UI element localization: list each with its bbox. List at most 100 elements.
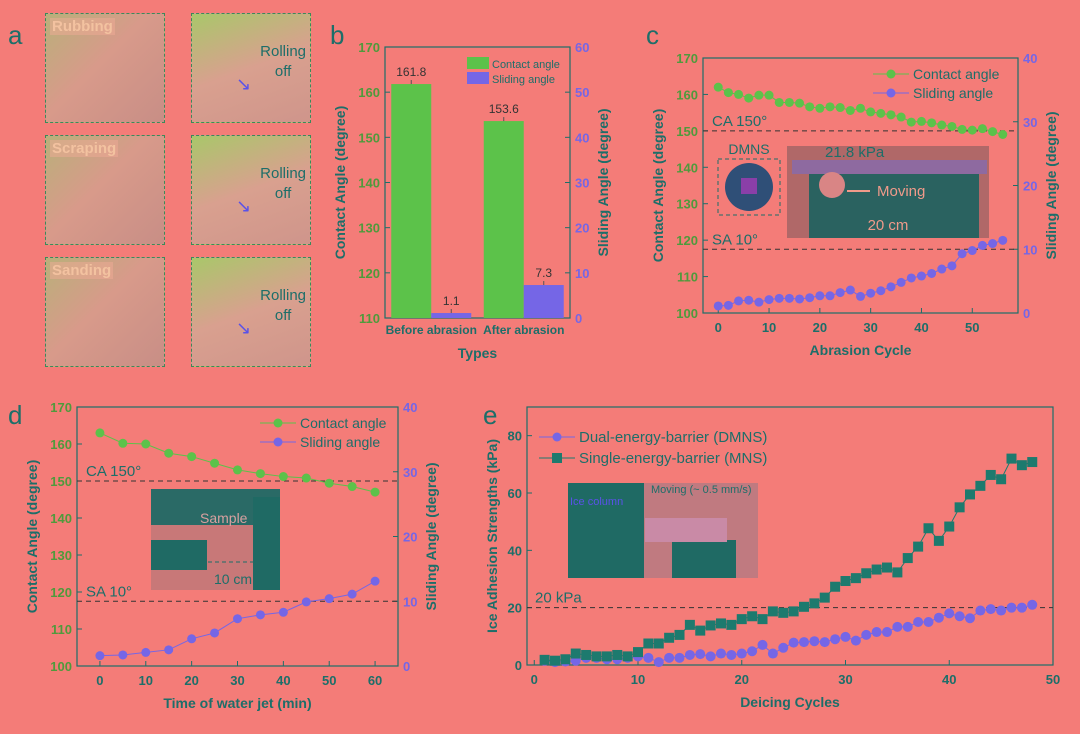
data-point xyxy=(886,110,896,120)
data-point-square xyxy=(664,632,675,643)
data-point xyxy=(830,634,841,645)
legend-swatch xyxy=(467,57,489,69)
data-point-square xyxy=(570,648,581,659)
data-point xyxy=(916,116,926,126)
data-point xyxy=(944,608,955,619)
data-point-square xyxy=(882,562,893,573)
x-tick-label: 0 xyxy=(715,320,722,335)
data-point xyxy=(927,118,937,128)
data-point xyxy=(233,614,242,624)
inset-label: 10 cm xyxy=(214,571,252,587)
data-point xyxy=(896,112,906,122)
data-point xyxy=(744,93,754,103)
data-point xyxy=(957,249,967,259)
data-point xyxy=(705,651,716,662)
data-point xyxy=(861,629,872,640)
data-point xyxy=(815,291,825,301)
inset-label: Ice column xyxy=(570,496,623,508)
data-point xyxy=(819,637,830,648)
inset-label: 20 cm xyxy=(868,217,909,234)
legend-label: Contact angle xyxy=(913,66,1000,82)
legend-marker xyxy=(273,418,283,428)
data-point xyxy=(370,576,380,586)
y2-tick-label: 60 xyxy=(575,40,589,55)
x-tick-label: 20 xyxy=(735,672,749,687)
data-point xyxy=(324,478,334,488)
x-tick-label: 0 xyxy=(96,673,103,688)
data-point xyxy=(210,628,220,638)
data-point xyxy=(937,120,947,130)
data-point-square xyxy=(539,654,550,665)
y-axis-title: Ice Adhesion Strengths (kPa) xyxy=(484,439,500,633)
data-point xyxy=(734,89,744,99)
legend-marker xyxy=(886,88,896,98)
data-point-square xyxy=(861,568,872,579)
data-point-square xyxy=(850,573,861,584)
y-tick-label: 150 xyxy=(676,124,698,139)
data-point xyxy=(370,487,380,497)
y2-tick-label: 40 xyxy=(575,130,589,145)
x-category-label: After abrasion xyxy=(483,323,564,337)
data-point-square xyxy=(736,614,747,625)
data-point xyxy=(947,121,957,131)
data-point xyxy=(347,482,357,492)
data-point xyxy=(164,448,174,458)
data-point-square xyxy=(1027,457,1038,468)
y-tick-label: 160 xyxy=(358,85,380,100)
panel-letter-a: a xyxy=(8,20,23,50)
photo-scraping: Scraping xyxy=(45,135,165,245)
data-point xyxy=(988,127,998,137)
y-tick-label: 120 xyxy=(50,585,72,600)
bar-sliding xyxy=(431,313,472,318)
x-tick-label: 30 xyxy=(863,320,877,335)
y-tick-label: 150 xyxy=(50,474,72,489)
chart-d: 100 110 120 130 140 150 160 170 0 10 20 30 40 0 10 20 30… xyxy=(24,400,439,711)
data-label: 161.8 xyxy=(396,65,426,79)
inset-photo-base xyxy=(672,540,736,578)
x-axis-title: Abrasion Cycle xyxy=(810,342,912,358)
x-tick-label: 10 xyxy=(762,320,776,335)
data-point xyxy=(187,452,197,462)
data-point xyxy=(674,652,685,663)
y-tick-label: 60 xyxy=(508,486,522,501)
arrow-down-right-icon: ↘ xyxy=(236,318,252,338)
y-tick-label: 140 xyxy=(358,176,380,191)
x-axis-title: Deicing Cycles xyxy=(740,694,840,710)
data-point xyxy=(723,88,733,98)
x-tick-label: 30 xyxy=(230,673,244,688)
panel-letter-b: b xyxy=(330,20,345,50)
chart-b: 110 120 130 140 150 160 170 0 10 20 30 40 50 60 Types C… xyxy=(332,40,611,361)
y2-tick-label: 0 xyxy=(403,659,410,674)
data-point-square xyxy=(767,606,778,617)
data-point-square xyxy=(747,611,758,622)
data-point-square xyxy=(996,474,1007,485)
data-point xyxy=(923,617,934,627)
rolling-off-label: Rolling off xyxy=(260,43,306,80)
x-tick-label: 50 xyxy=(322,673,336,688)
data-point xyxy=(845,285,855,295)
y-tick-label: 140 xyxy=(676,160,698,175)
y-tick-label: 170 xyxy=(50,400,72,415)
inset-nozzle xyxy=(151,540,207,570)
panel-letter-d: d xyxy=(8,400,23,430)
data-point-square xyxy=(788,606,799,617)
y-tick-label: 0 xyxy=(515,658,522,673)
y-tick-label: 40 xyxy=(508,543,522,558)
y2-tick-label: 0 xyxy=(1023,306,1030,321)
data-point-square xyxy=(695,625,706,636)
x-tick-label: 0 xyxy=(531,672,538,687)
data-point-square xyxy=(581,649,592,660)
data-point-square xyxy=(809,598,820,609)
data-point xyxy=(967,125,977,135)
data-point-square xyxy=(819,592,830,603)
data-point xyxy=(278,607,288,617)
data-point xyxy=(754,297,764,307)
data-point xyxy=(774,293,784,303)
inset-droplet xyxy=(819,172,845,198)
photo-rolling-off: Rolling off ↘ xyxy=(191,135,311,245)
y2-tick-label: 20 xyxy=(1023,179,1037,194)
legend-swatch xyxy=(467,72,489,84)
data-point xyxy=(1027,599,1038,610)
legend-label: Contact angle xyxy=(492,59,560,71)
